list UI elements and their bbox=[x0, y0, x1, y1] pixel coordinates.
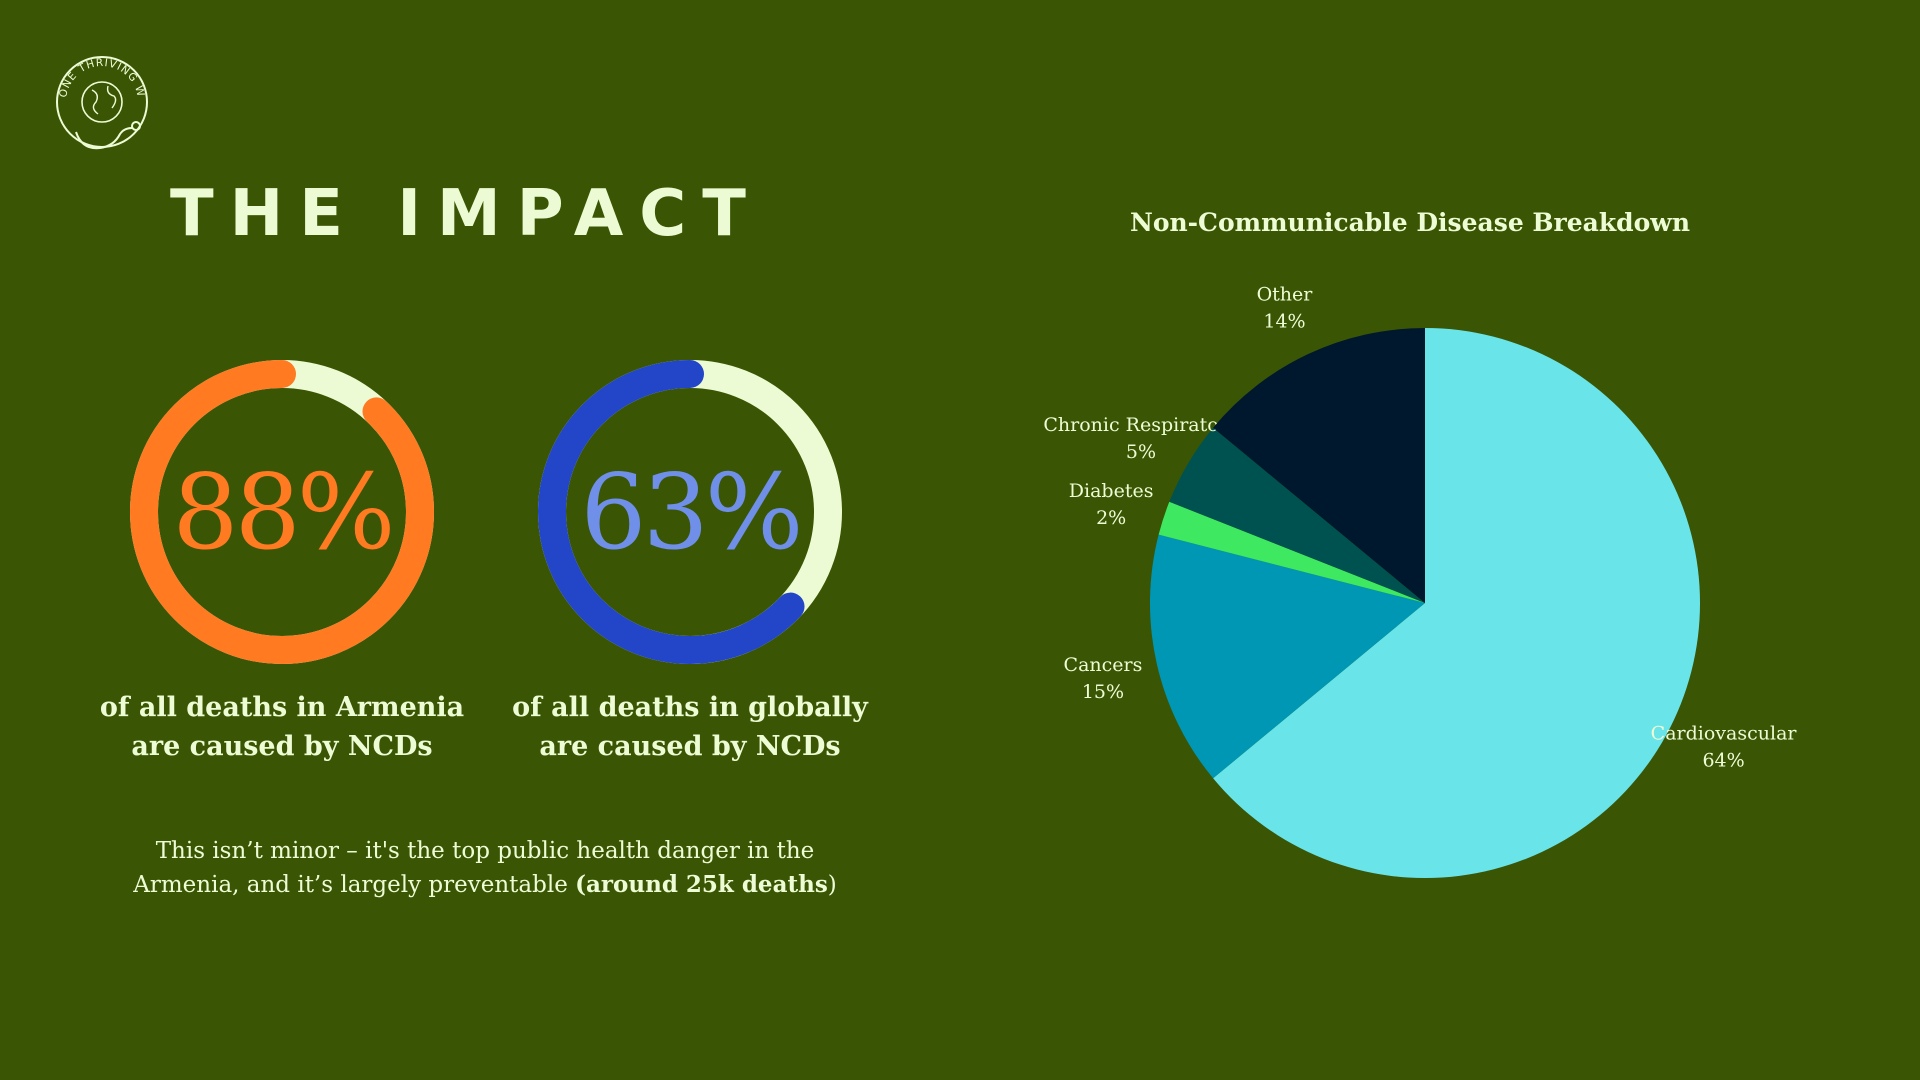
pie-slice-diabetes bbox=[1158, 501, 1425, 603]
pie-label-category: Diabetes bbox=[1069, 480, 1154, 502]
pie-slice-other bbox=[1213, 328, 1425, 603]
page-title: THE IMPACT bbox=[170, 177, 762, 251]
stat-value: 88% bbox=[172, 451, 395, 573]
pie-label-category: Cancers bbox=[1064, 654, 1143, 676]
stat-ring-armenia: 88% bbox=[122, 352, 442, 672]
chart-title: Non-Communicable Disease Breakdown bbox=[1129, 208, 1691, 237]
caption-line: of all deaths in Armenia bbox=[99, 692, 465, 723]
pie-label-value: 64% bbox=[1702, 750, 1744, 772]
stat-ring-global: 63% bbox=[530, 352, 850, 672]
note-text: This isn’t minor – it's the top public h… bbox=[133, 838, 815, 898]
pie-label-category: Cardiovascular bbox=[1651, 723, 1798, 745]
ring-progress bbox=[130, 360, 434, 664]
ring-progress bbox=[538, 360, 842, 664]
one-thriving-world-logo: ONE THRIVING WORLD bbox=[52, 52, 148, 150]
globe-icon bbox=[81, 81, 123, 123]
stat-caption-global: of all deaths in globally are caused by … bbox=[490, 688, 890, 766]
pie-label-value: 15% bbox=[1082, 681, 1124, 703]
pie-slice-chronic-respiratory bbox=[1169, 427, 1425, 603]
stat-value: 63% bbox=[580, 451, 803, 573]
pie-slice-cardiovascular bbox=[1213, 328, 1700, 878]
caption-line: are caused by NCDs bbox=[131, 731, 433, 762]
stat-caption-armenia: of all deaths in Armenia are caused by N… bbox=[82, 688, 482, 766]
caption-line: of all deaths in globally bbox=[512, 692, 868, 723]
caption-line: are caused by NCDs bbox=[539, 731, 841, 762]
note-close: ) bbox=[827, 872, 837, 898]
stethoscope-icon bbox=[75, 127, 133, 150]
pie-label-category: Other bbox=[1257, 283, 1314, 305]
pie-label-value: 2% bbox=[1096, 507, 1126, 529]
pie-label-value: 14% bbox=[1263, 310, 1305, 332]
note-bold: (around 25k deaths bbox=[575, 871, 828, 898]
impact-note: This isn’t minor – it's the top public h… bbox=[120, 834, 850, 902]
pie-label-category: Chronic Respiratory bbox=[1043, 414, 1238, 436]
pie-slice-cancers bbox=[1150, 534, 1425, 779]
pie-label-value: 5% bbox=[1126, 441, 1156, 463]
